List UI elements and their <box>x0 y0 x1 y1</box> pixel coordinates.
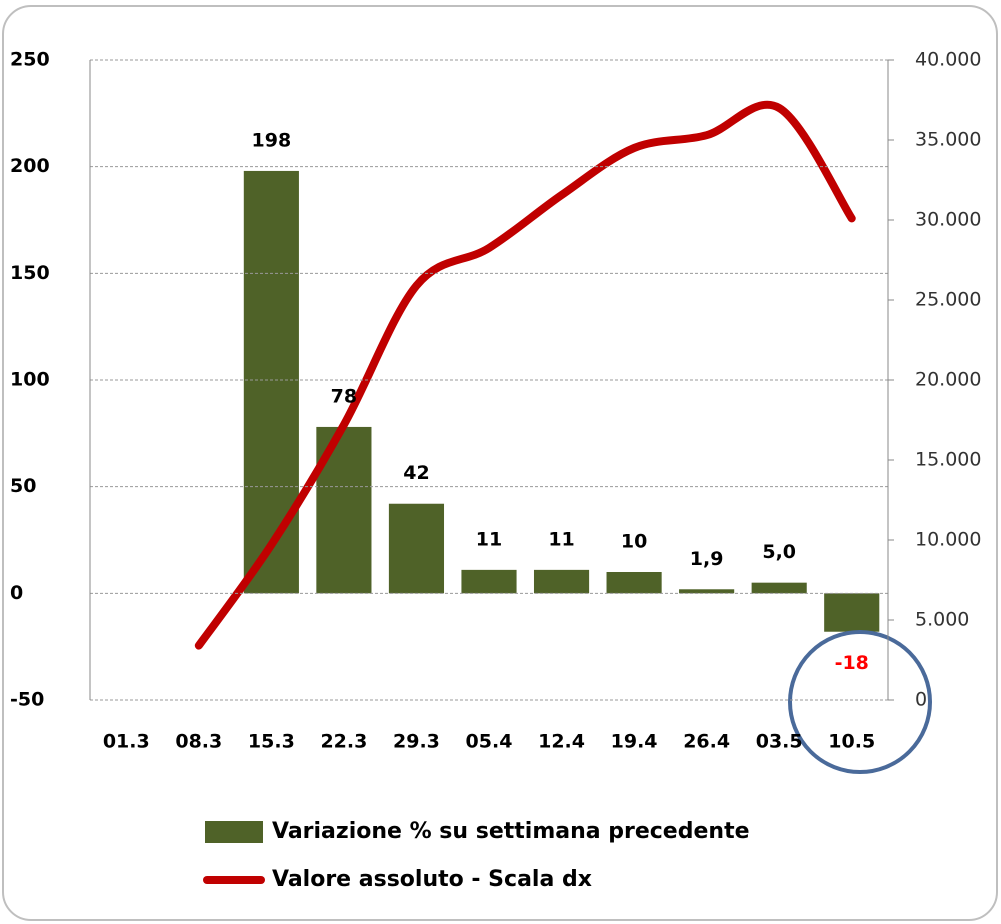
y2-tick-label: 5.000 <box>915 609 969 631</box>
x-tick-label: 05.4 <box>466 731 513 753</box>
x-tick-label: 10.5 <box>828 731 875 753</box>
x-tick-label: 03.5 <box>756 731 803 753</box>
y-tick-label: 150 <box>10 262 50 284</box>
x-tick-label: 01.3 <box>103 731 150 753</box>
x-tick-label: 29.3 <box>393 731 440 753</box>
data-label: 42 <box>403 462 429 484</box>
bar <box>533 569 590 594</box>
data-label: -18 <box>835 652 869 674</box>
highlight-circle <box>788 630 932 774</box>
x-tick-label: 26.4 <box>683 731 730 753</box>
data-label: 5,0 <box>762 541 796 563</box>
x-tick-label: 15.3 <box>248 731 295 753</box>
y-tick-label: 250 <box>10 49 50 71</box>
legend-label: Variazione % su settimana precedente <box>272 819 750 844</box>
bar <box>679 589 735 594</box>
x-tick-label: 22.3 <box>320 731 367 753</box>
chart-frame <box>2 5 998 921</box>
bar <box>606 572 662 594</box>
bar <box>388 503 445 594</box>
y-tick-label: 100 <box>10 369 50 391</box>
y2-tick-label: 35.000 <box>915 129 981 151</box>
y-tick-label: 50 <box>10 475 36 497</box>
data-label: 11 <box>476 528 502 550</box>
y2-tick-label: 40.000 <box>915 49 981 71</box>
data-label: 1,9 <box>690 548 724 570</box>
legend-swatch <box>205 821 263 843</box>
y-tick-label: 0 <box>10 582 23 604</box>
y-tick-label: -50 <box>10 689 44 711</box>
data-label: 10 <box>621 531 647 553</box>
bar <box>243 170 299 594</box>
line <box>194 100 856 650</box>
x-tick-label: 12.4 <box>538 731 585 753</box>
bar <box>461 569 517 594</box>
bar <box>751 582 807 594</box>
x-tick-label: 19.4 <box>611 731 658 753</box>
x-tick-label: 08.3 <box>175 731 222 753</box>
data-label: 11 <box>548 528 574 550</box>
y2-tick-label: 10.000 <box>915 529 981 551</box>
data-label: 198 <box>252 129 292 151</box>
y2-tick-label: 25.000 <box>915 289 981 311</box>
legend-label: Valore assoluto - Scala dx <box>272 867 592 892</box>
y2-tick-label: 30.000 <box>915 209 981 231</box>
bar <box>824 593 880 632</box>
y2-tick-label: 20.000 <box>915 369 981 391</box>
data-label: 78 <box>331 385 357 407</box>
y2-tick-label: 0 <box>915 689 927 711</box>
y2-tick-label: 15.000 <box>915 449 981 471</box>
y-tick-label: 200 <box>10 155 50 177</box>
